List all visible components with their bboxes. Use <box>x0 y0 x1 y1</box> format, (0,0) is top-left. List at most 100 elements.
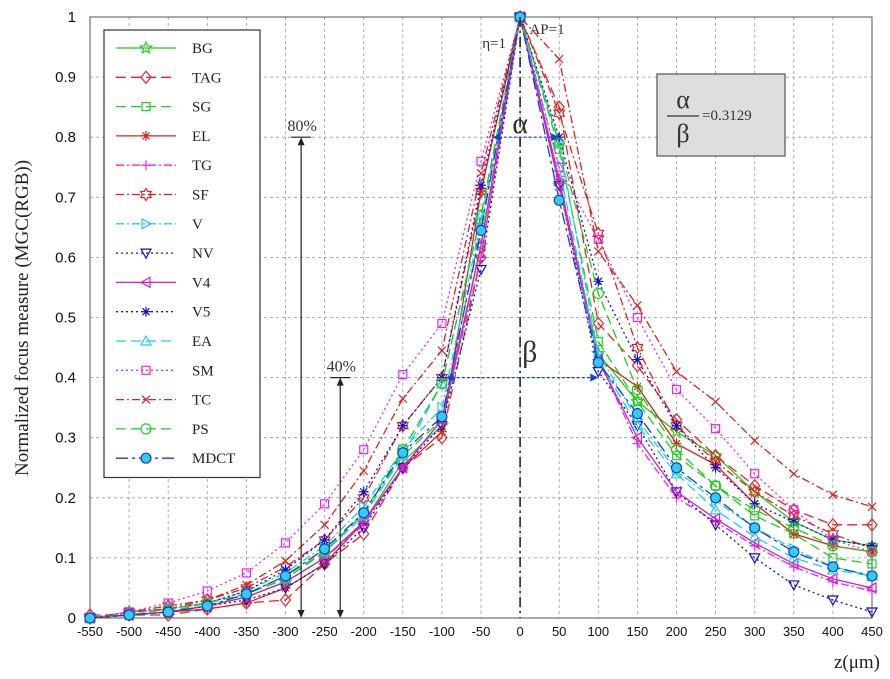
data-point <box>593 246 603 256</box>
data-point <box>280 538 291 548</box>
data-point <box>708 448 723 462</box>
x-tick-label: -200 <box>351 624 377 639</box>
y-tick-label: 0.7 <box>55 189 76 206</box>
x-tick-label: 350 <box>783 624 805 639</box>
data-point <box>474 264 488 276</box>
y-tick-label: 0 <box>68 610 76 627</box>
series-line-v4 <box>89 16 873 619</box>
data-point <box>709 480 722 492</box>
series-line-mdct <box>89 16 873 619</box>
data-point <box>476 156 486 166</box>
data-point <box>709 492 722 504</box>
data-point <box>748 484 761 499</box>
data-point <box>359 466 369 476</box>
plot-frame <box>89 16 873 619</box>
y-axis-ticks: 0 0.1 0.2 0.3 0.4 0.5 0.6 0.7 0.8 0.9 1 <box>55 9 76 627</box>
legend-marker <box>141 160 151 171</box>
arrow-80 <box>291 136 312 618</box>
ratio-denominator: β <box>676 119 689 148</box>
data-point <box>748 530 761 542</box>
y-tick-label: 0.3 <box>55 430 76 447</box>
data-point <box>788 516 799 527</box>
data-point <box>396 418 409 433</box>
data-point <box>632 397 643 407</box>
data-point <box>397 420 408 431</box>
data-point <box>319 543 331 555</box>
data-point <box>866 546 878 558</box>
legend-marker <box>141 130 151 141</box>
ratio-box-bg <box>656 73 786 157</box>
data-point <box>474 239 486 252</box>
data-point <box>827 540 839 552</box>
ratio-numerator: α <box>676 85 690 114</box>
data-point <box>632 381 643 392</box>
data-point <box>787 580 800 592</box>
data-point <box>279 570 292 582</box>
legend-marker <box>141 365 151 375</box>
data-point <box>593 234 603 244</box>
x-tick-label: 400 <box>822 624 844 639</box>
legend-marker <box>140 452 152 464</box>
x-tick-label: -350 <box>233 624 259 639</box>
data-point <box>436 378 448 390</box>
data-point <box>435 377 448 389</box>
data-point <box>318 559 331 571</box>
legend-marker <box>141 217 153 230</box>
legend-entry-ps: PS <box>116 422 209 438</box>
series-mdct <box>84 11 878 624</box>
data-point <box>593 276 604 287</box>
data-point <box>436 430 448 445</box>
data-point <box>865 607 879 619</box>
data-point <box>867 502 877 512</box>
data-point <box>670 467 683 479</box>
legend-label: TG <box>192 158 212 174</box>
data-point <box>320 499 330 509</box>
data-point <box>671 420 682 431</box>
data-point <box>828 535 838 545</box>
data-point <box>280 564 291 575</box>
legend: BG TAG SG EL TG SF V NV V4 V5 EA SM TC PS MDCT <box>103 29 261 479</box>
legend-entry-tc: TC <box>116 393 211 409</box>
data-point <box>475 209 487 221</box>
data-point <box>592 226 605 241</box>
x-tick-label: 150 <box>627 624 649 639</box>
data-point <box>867 559 877 569</box>
data-point <box>396 463 409 474</box>
eta-label: η=1 <box>482 36 506 52</box>
data-point <box>670 487 683 499</box>
data-point <box>359 445 369 455</box>
data-point <box>554 162 564 172</box>
data-point <box>552 179 564 192</box>
data-point <box>358 507 370 519</box>
data-point <box>788 546 800 558</box>
data-point <box>867 540 877 551</box>
data-point <box>631 358 644 373</box>
legend-label: SG <box>192 100 211 116</box>
data-point <box>787 551 800 563</box>
beta-arrow <box>445 373 599 382</box>
legend-marker <box>141 101 151 112</box>
data-point <box>709 512 721 525</box>
data-point <box>670 462 683 474</box>
data-point <box>437 318 447 329</box>
x-tick-label: -550 <box>77 624 103 639</box>
data-point <box>671 438 682 449</box>
y-tick-label: 0.6 <box>55 249 76 266</box>
legend-entry-sm: SM <box>116 363 214 379</box>
data-point <box>241 580 251 590</box>
data-point <box>789 469 799 479</box>
legend-label: BG <box>192 41 213 57</box>
data-point <box>592 356 604 369</box>
x-tick-label: -250 <box>312 624 338 639</box>
arrow-head-left <box>445 373 454 382</box>
legend-label: V5 <box>192 305 210 321</box>
arrow-head-top <box>297 137 305 146</box>
data-point <box>241 568 251 578</box>
data-point <box>398 394 408 404</box>
data-point <box>554 54 564 64</box>
data-point <box>397 447 409 459</box>
y-tick-label: 0.1 <box>55 550 76 567</box>
legend-marker <box>140 423 152 435</box>
